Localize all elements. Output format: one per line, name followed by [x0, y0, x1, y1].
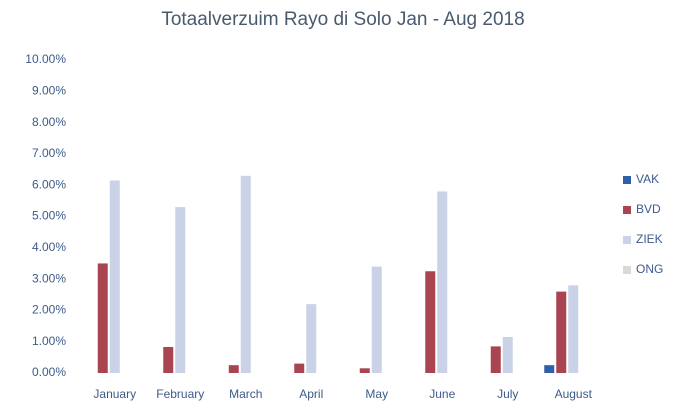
bar: [306, 304, 317, 373]
bar: [490, 346, 501, 373]
y-tick-label: 8.00%: [32, 115, 66, 129]
y-tick-label: 2.00%: [32, 303, 66, 317]
chart-title: Totaalverzuim Rayo di Solo Jan - Aug 201…: [161, 9, 524, 30]
legend-label: ONG: [636, 262, 663, 276]
x-tick-label: January: [93, 387, 136, 401]
y-tick-label: 0.00%: [32, 365, 66, 379]
bar: [544, 365, 555, 373]
y-tick-label: 4.00%: [32, 240, 66, 254]
y-tick-label: 1.00%: [32, 334, 66, 348]
bar: [556, 291, 567, 373]
x-tick-label: February: [156, 387, 204, 401]
y-tick-label: 6.00%: [32, 177, 66, 191]
x-tick-label: April: [299, 387, 323, 401]
x-tick-label: May: [365, 387, 388, 401]
bar: [568, 285, 579, 373]
legend-swatch: [623, 236, 631, 244]
x-tick-label: August: [555, 387, 593, 401]
bar: [425, 271, 436, 373]
y-tick-label: 10.00%: [25, 52, 66, 66]
x-tick-label: July: [497, 387, 518, 401]
y-tick-label: 9.00%: [32, 83, 66, 97]
y-tick-label: 5.00%: [32, 209, 66, 223]
legend-label: VAK: [636, 172, 659, 186]
bar: [371, 266, 382, 373]
x-tick-label: March: [229, 387, 262, 401]
legend-label: BVD: [636, 202, 661, 216]
bar: [97, 263, 108, 373]
legend-swatch: [623, 176, 631, 184]
bar: [240, 175, 251, 373]
bar: [294, 363, 305, 373]
bar: [502, 337, 513, 373]
bar: [437, 191, 448, 373]
legend-label: ZIEK: [636, 232, 663, 246]
bar: [163, 347, 174, 373]
legend-swatch: [623, 206, 631, 214]
y-tick-label: 7.00%: [32, 146, 66, 160]
legend-swatch: [623, 266, 631, 274]
y-tick-label: 3.00%: [32, 271, 66, 285]
bar: [109, 180, 120, 373]
bar: [228, 365, 239, 373]
bar: [175, 207, 186, 373]
bar: [359, 368, 370, 373]
x-tick-label: June: [429, 387, 455, 401]
